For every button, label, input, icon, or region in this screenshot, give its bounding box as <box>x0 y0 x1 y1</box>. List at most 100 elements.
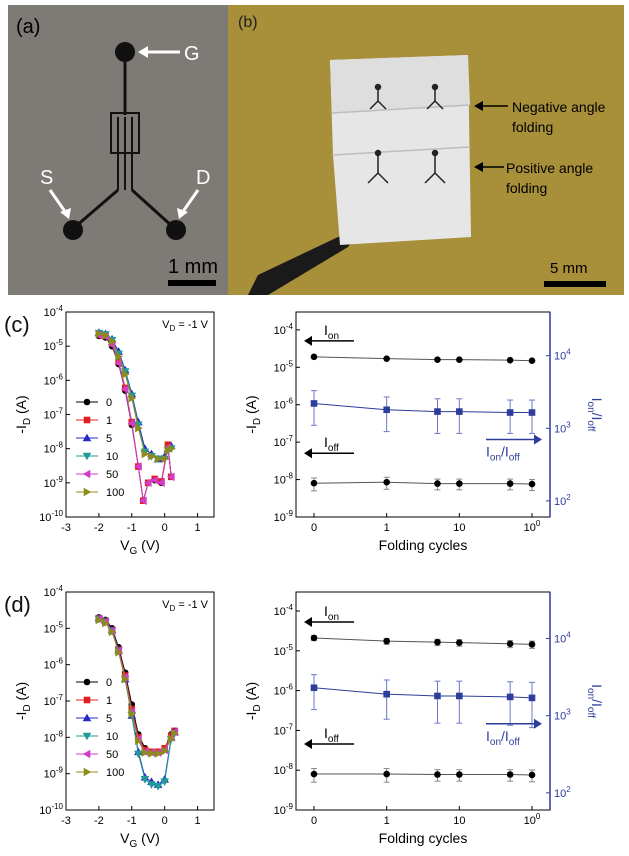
d-left-ytick-label-1: 10-9 <box>44 766 64 781</box>
d-right-ion-arrowhead <box>304 616 312 627</box>
d-right-y2label: Ion/Ioff <box>585 684 605 718</box>
c-right-point-Ion-Ioff-1 <box>383 406 390 414</box>
c-left-ytick-label-1: 10-9 <box>44 475 64 490</box>
c-left-point-100-12 <box>167 444 176 453</box>
d-right-point-Ion-Ioff-2 <box>434 692 441 700</box>
tweezers <box>248 233 358 295</box>
c-left-vd-annotation: VD = -1 V <box>162 319 208 333</box>
device-marks <box>367 83 446 184</box>
d-right-point-Ioff-5 <box>528 771 536 779</box>
c-right-y2label: Ion/Ioff <box>585 398 605 432</box>
d-right-point-Ion-Ioff-3 <box>456 692 463 700</box>
drain-label: D <box>196 167 210 189</box>
d-left-point-100-8 <box>148 749 156 758</box>
c-left-point-100-6 <box>135 423 143 433</box>
d-right-point-Ion-5 <box>528 641 536 648</box>
c-left-point-100-0 <box>95 329 104 339</box>
c-right-y2tick-label-0: 102 <box>554 493 571 508</box>
d-right-ion-label: Ion <box>324 603 339 623</box>
c-left-ylabel: -ID (A) <box>13 395 33 433</box>
drain-line <box>130 188 175 229</box>
d-left-xtick-label-0: -3 <box>61 815 71 827</box>
c-right-ratio-arrowhead <box>534 434 542 445</box>
d-left-point-100-7 <box>141 748 150 757</box>
folded-device-photo: Negative angle folding Positive angle fo… <box>228 5 624 295</box>
d-left-point-100-10 <box>161 746 169 756</box>
d-right-y2tick-label-1: 103 <box>554 708 571 723</box>
row-d-charts: -3 -2 -1 0 1 10-10 10-9 10-8 10-7 10-6 10-5 10-4 VG … <box>13 584 605 850</box>
photo-a: G S D 1 mm (a) <box>8 5 229 295</box>
source-pad <box>63 220 83 240</box>
d-right-ioff-arrowhead <box>304 739 312 750</box>
d-left-legend-label-1: 1 <box>106 695 112 707</box>
negative-angle-label-2: folding <box>512 119 553 135</box>
d-arrowhead <box>177 208 188 219</box>
d-right-y2tick-label-0: 102 <box>554 785 571 800</box>
c-right-point-Ion-0 <box>310 353 318 361</box>
s-arrow <box>48 189 68 214</box>
c-right-point-Ion-Ioff-4 <box>506 409 514 416</box>
d-right-point-Ioff-1 <box>383 770 390 778</box>
negative-arrowhead <box>474 101 483 111</box>
d-left-point-100-5 <box>128 709 137 718</box>
d-right-point-Ion-0 <box>310 634 318 642</box>
c-left-legend-label-50: 50 <box>106 469 118 481</box>
d-left-legend-marker-50 <box>82 749 91 759</box>
d-left-point-100-6 <box>135 736 143 746</box>
d-right-ylabel: -ID (A) <box>243 682 263 720</box>
c-right-point-Ion-5 <box>528 357 536 364</box>
d-left-legend-label-50: 50 <box>106 749 118 761</box>
c-left-point-100-7 <box>141 449 150 459</box>
d-left-xtick-label-4: 1 <box>194 815 200 827</box>
d-left-legend-marker-1 <box>83 696 91 704</box>
c-left-point-100-1 <box>102 330 110 340</box>
c-right-point-Ion-3 <box>456 356 463 363</box>
c-right-point-Ion-Ioff-3 <box>456 408 463 415</box>
scale-label-a: 1 mm <box>168 256 218 278</box>
c-right-xtick-label-1: 1 <box>384 522 390 534</box>
d-right-ytick-label-2: 10-7 <box>274 722 294 737</box>
d-right-point-Ion-Ioff-4 <box>506 693 514 701</box>
d-right-point-Ioff-2 <box>434 771 441 778</box>
c-right-ytick-label-4: 10-5 <box>274 359 294 374</box>
c-right-series-line-Ioff <box>313 481 533 485</box>
c-left-point-100-2 <box>108 336 117 346</box>
c-left-point-50-12 <box>166 472 175 482</box>
photo-b: Negative angle folding Positive angle fo… <box>228 5 624 295</box>
d-right-xtick-label-2: 10 <box>453 815 465 827</box>
c-right-ratio-label: Ion/Ioff <box>486 443 520 463</box>
d-right-point-Ion-2 <box>434 638 441 646</box>
gate-pad <box>115 42 135 62</box>
paper-fold-top <box>330 55 470 113</box>
d-right-ratio-label: Ion/Ioff <box>486 728 520 748</box>
d-right-point-Ion-Ioff-0 <box>310 684 318 692</box>
d-left-ytick-label-6: 10-4 <box>44 584 64 599</box>
d-right-xlabel: Folding cycles <box>379 830 468 846</box>
d-left-xtick-label-2: -1 <box>127 815 137 827</box>
d-left-legend-label-0: 0 <box>106 677 112 689</box>
c-left-point-50-10 <box>157 478 165 488</box>
c-left-ytick-label-6: 10-4 <box>44 304 64 319</box>
scale-bar-b <box>544 281 606 287</box>
c-right-point-Ion-4 <box>506 356 514 364</box>
d-left-legend-marker-100 <box>83 767 92 777</box>
c-right-point-Ion-Ioff-5 <box>528 409 536 416</box>
d-left-legend-marker-0 <box>83 678 91 686</box>
d-left-ytick-label-3: 10-7 <box>44 693 64 708</box>
d-left-legend-label-5: 5 <box>106 713 112 725</box>
d-left-xlabel: VG (V) <box>120 830 160 850</box>
c-right-xlabel: Folding cycles <box>379 537 468 553</box>
d-left-xtick-label-1: -2 <box>94 815 104 827</box>
c-right-ytick-label-3: 10-6 <box>274 397 294 412</box>
d-left-ylabel: -ID (A) <box>13 682 33 720</box>
d-right-point-Ioff-3 <box>456 771 463 778</box>
c-right-ioff-arrowhead <box>304 448 312 459</box>
fold-line-negative <box>331 104 471 114</box>
c-right-y2tick-label-1: 103 <box>554 420 571 435</box>
d-left-legend-label-10: 10 <box>106 731 118 743</box>
d-right-series-line-Ioff <box>314 773 533 776</box>
d-left-point-10-9 <box>153 782 163 791</box>
c-left-point-50-8 <box>143 478 152 488</box>
c-left-ytick-label-0: 10-10 <box>39 509 63 524</box>
scale-label-b: 5 mm <box>550 260 588 277</box>
